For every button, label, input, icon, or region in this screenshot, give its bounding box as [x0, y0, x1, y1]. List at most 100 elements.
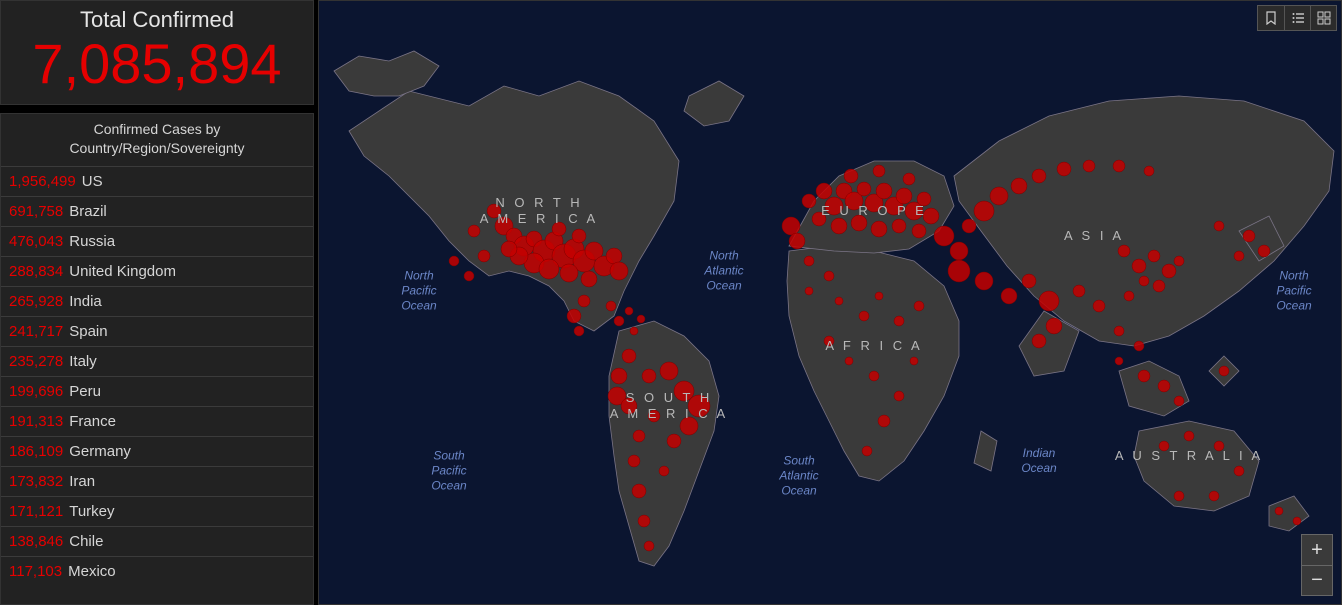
- case-marker[interactable]: [917, 192, 931, 206]
- country-row[interactable]: 199,696Peru: [1, 376, 313, 406]
- case-marker[interactable]: [859, 311, 869, 321]
- case-marker[interactable]: [857, 182, 871, 196]
- case-marker[interactable]: [1148, 250, 1160, 262]
- case-marker[interactable]: [892, 219, 906, 233]
- case-marker[interactable]: [845, 357, 853, 365]
- case-marker[interactable]: [923, 208, 939, 224]
- case-marker[interactable]: [875, 292, 883, 300]
- case-marker[interactable]: [468, 225, 480, 237]
- case-marker[interactable]: [990, 187, 1008, 205]
- case-marker[interactable]: [688, 395, 710, 417]
- case-marker[interactable]: [633, 430, 645, 442]
- case-marker[interactable]: [912, 224, 926, 238]
- case-marker[interactable]: [802, 194, 816, 208]
- country-row[interactable]: 117,103Mexico: [1, 556, 313, 586]
- case-marker[interactable]: [1174, 396, 1184, 406]
- case-marker[interactable]: [1234, 251, 1244, 261]
- case-marker[interactable]: [894, 391, 904, 401]
- case-marker[interactable]: [862, 446, 872, 456]
- case-marker[interactable]: [896, 188, 912, 204]
- case-marker[interactable]: [1159, 441, 1169, 451]
- case-marker[interactable]: [560, 264, 578, 282]
- case-marker[interactable]: [611, 368, 627, 384]
- case-marker[interactable]: [825, 197, 843, 215]
- case-marker[interactable]: [950, 242, 968, 260]
- case-marker[interactable]: [680, 417, 698, 435]
- case-marker[interactable]: [1153, 280, 1165, 292]
- case-marker[interactable]: [805, 287, 813, 295]
- case-marker[interactable]: [606, 248, 622, 264]
- case-marker[interactable]: [1293, 517, 1301, 525]
- case-marker[interactable]: [812, 212, 826, 226]
- case-marker[interactable]: [648, 410, 660, 422]
- case-marker[interactable]: [1219, 366, 1229, 376]
- case-marker[interactable]: [501, 241, 517, 257]
- case-marker[interactable]: [873, 165, 885, 177]
- case-marker[interactable]: [621, 398, 637, 414]
- case-marker[interactable]: [622, 349, 636, 363]
- case-marker[interactable]: [578, 295, 590, 307]
- case-marker[interactable]: [876, 183, 892, 199]
- case-marker[interactable]: [1011, 178, 1027, 194]
- case-marker[interactable]: [642, 369, 656, 383]
- case-marker[interactable]: [894, 316, 904, 326]
- case-marker[interactable]: [667, 434, 681, 448]
- case-marker[interactable]: [851, 215, 867, 231]
- case-marker[interactable]: [1214, 221, 1224, 231]
- case-marker[interactable]: [552, 222, 566, 236]
- case-marker[interactable]: [1138, 370, 1150, 382]
- case-marker[interactable]: [644, 541, 654, 551]
- case-marker[interactable]: [628, 455, 640, 467]
- case-marker[interactable]: [1209, 491, 1219, 501]
- case-marker[interactable]: [789, 233, 805, 249]
- case-marker[interactable]: [637, 315, 645, 323]
- case-marker[interactable]: [1214, 441, 1224, 451]
- case-marker[interactable]: [606, 301, 616, 311]
- country-row[interactable]: 138,846Chile: [1, 526, 313, 556]
- bookmark-button[interactable]: [1258, 6, 1284, 30]
- case-marker[interactable]: [974, 201, 994, 221]
- case-marker[interactable]: [539, 259, 559, 279]
- case-marker[interactable]: [824, 271, 834, 281]
- case-marker[interactable]: [903, 173, 915, 185]
- case-marker[interactable]: [1039, 291, 1059, 311]
- basemap-button[interactable]: [1310, 6, 1336, 30]
- case-marker[interactable]: [1113, 160, 1125, 172]
- case-marker[interactable]: [1124, 291, 1134, 301]
- case-marker[interactable]: [831, 218, 847, 234]
- case-marker[interactable]: [1275, 507, 1283, 515]
- case-marker[interactable]: [478, 250, 490, 262]
- case-marker[interactable]: [1184, 431, 1194, 441]
- country-row[interactable]: 476,043Russia: [1, 226, 313, 256]
- zoom-out-button[interactable]: −: [1302, 565, 1332, 595]
- case-marker[interactable]: [630, 327, 638, 335]
- case-marker[interactable]: [869, 371, 879, 381]
- case-marker[interactable]: [1083, 160, 1095, 172]
- case-marker[interactable]: [1032, 334, 1046, 348]
- case-marker[interactable]: [572, 229, 586, 243]
- case-marker[interactable]: [449, 256, 459, 266]
- country-row[interactable]: 691,758Brazil: [1, 196, 313, 226]
- case-marker[interactable]: [464, 271, 474, 281]
- case-marker[interactable]: [1174, 491, 1184, 501]
- case-marker[interactable]: [625, 307, 633, 315]
- case-marker[interactable]: [1243, 230, 1255, 242]
- legend-button[interactable]: [1284, 6, 1310, 30]
- case-marker[interactable]: [1057, 162, 1071, 176]
- case-marker[interactable]: [610, 262, 628, 280]
- case-marker[interactable]: [878, 415, 890, 427]
- case-marker[interactable]: [1022, 274, 1036, 288]
- case-marker[interactable]: [659, 466, 669, 476]
- case-marker[interactable]: [914, 301, 924, 311]
- case-marker[interactable]: [1234, 466, 1244, 476]
- case-marker[interactable]: [1258, 245, 1270, 257]
- case-marker[interactable]: [1046, 318, 1062, 334]
- case-marker[interactable]: [574, 326, 584, 336]
- country-row[interactable]: 265,928India: [1, 286, 313, 316]
- case-marker[interactable]: [581, 271, 597, 287]
- case-marker[interactable]: [487, 204, 501, 218]
- case-marker[interactable]: [1132, 259, 1146, 273]
- case-marker[interactable]: [934, 226, 954, 246]
- country-list[interactable]: 1,956,499US691,758Brazil476,043Russia288…: [1, 166, 313, 604]
- country-row[interactable]: 171,121Turkey: [1, 496, 313, 526]
